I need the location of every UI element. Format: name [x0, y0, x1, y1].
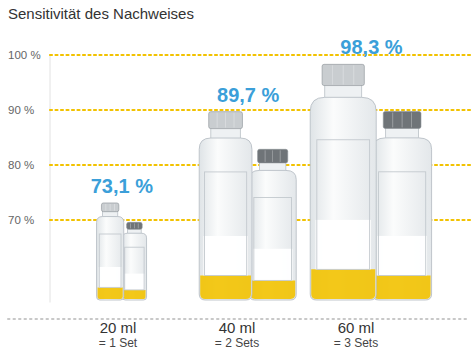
liquid	[98, 287, 123, 299]
sediment	[377, 236, 426, 276]
category-label: 60 ml	[338, 319, 375, 336]
cap-ridge	[280, 150, 281, 162]
cap-ridge	[411, 112, 412, 127]
sediment	[99, 267, 122, 287]
cap-ridge	[114, 204, 115, 211]
cap-ridge	[130, 223, 131, 228]
bottle-body	[310, 97, 376, 300]
liquid	[374, 275, 431, 299]
grid-line	[50, 109, 470, 111]
bottle-neck	[386, 127, 419, 138]
bottle-pair	[199, 112, 296, 300]
bottle-body	[249, 170, 296, 300]
bottle-cap	[101, 203, 118, 212]
bottle-cap	[322, 64, 364, 85]
category-sublabel: = 1 Set	[99, 336, 138, 350]
sediment	[316, 220, 371, 269]
cap-ridge	[402, 112, 403, 127]
cap-ridge	[110, 204, 111, 211]
cap-ridge	[265, 150, 266, 162]
cap-ridge	[234, 113, 235, 128]
bottle-neck	[325, 85, 362, 99]
chart-root: Sensitivität des Nachweises 70 % 80 % 90 % 1…	[0, 0, 472, 352]
cap-ridge	[225, 113, 226, 128]
bottle-body	[373, 138, 432, 300]
cap-ridge	[272, 150, 273, 162]
bottle-neck	[211, 128, 241, 139]
liquid	[311, 269, 375, 299]
category-label: 40 ml	[219, 319, 256, 336]
chart: Sensitivität des Nachweises 70 % 80 % 90 % 1…	[0, 0, 472, 352]
cap-ridge	[353, 65, 354, 84]
category-label: 20 ml	[100, 319, 137, 336]
liquid	[123, 290, 145, 299]
bottle-body	[199, 138, 252, 300]
cap-ridge	[332, 65, 333, 84]
title: Sensitivität des Nachweises	[8, 5, 194, 22]
cap-ridge	[105, 204, 106, 211]
grid-line	[50, 54, 470, 56]
data-label: 98,3 %	[340, 36, 402, 58]
cap-ridge	[134, 223, 135, 228]
y-tick-label: 80 %	[8, 159, 34, 171]
cap-ridge	[343, 65, 344, 84]
data-label: 89,7 %	[217, 84, 279, 106]
cap-ridge	[138, 223, 139, 228]
bottle-label	[204, 172, 246, 276]
bottle-body	[122, 233, 146, 300]
y-tick-label: 70 %	[8, 214, 34, 226]
bottle-body	[97, 217, 124, 300]
category-sublabel: = 2 Sets	[215, 336, 259, 350]
y-tick-label: 100 %	[8, 49, 41, 61]
bottle-label	[125, 247, 144, 290]
bottle-pair	[310, 64, 431, 300]
bottle-pair	[97, 203, 147, 300]
data-label: 73,1 %	[91, 175, 153, 197]
bottle-label	[317, 140, 370, 270]
bottle-label	[99, 234, 121, 287]
bottle-label	[379, 172, 426, 276]
bottle-cap	[209, 112, 243, 129]
category-sublabel: = 3 Sets	[334, 336, 378, 350]
cap-ridge	[392, 112, 393, 127]
sediment	[203, 236, 247, 276]
sediment	[124, 274, 144, 290]
bottle-cap	[383, 111, 421, 128]
y-axis-line	[50, 55, 51, 303]
bottle-cap	[258, 149, 288, 163]
y-tick-label: 90 %	[8, 104, 34, 116]
cap-ridge	[217, 113, 218, 128]
bottle-cap	[127, 222, 143, 229]
bottle-label	[254, 198, 292, 281]
liquid	[200, 276, 251, 299]
liquid	[250, 280, 295, 299]
sediment	[253, 249, 293, 281]
